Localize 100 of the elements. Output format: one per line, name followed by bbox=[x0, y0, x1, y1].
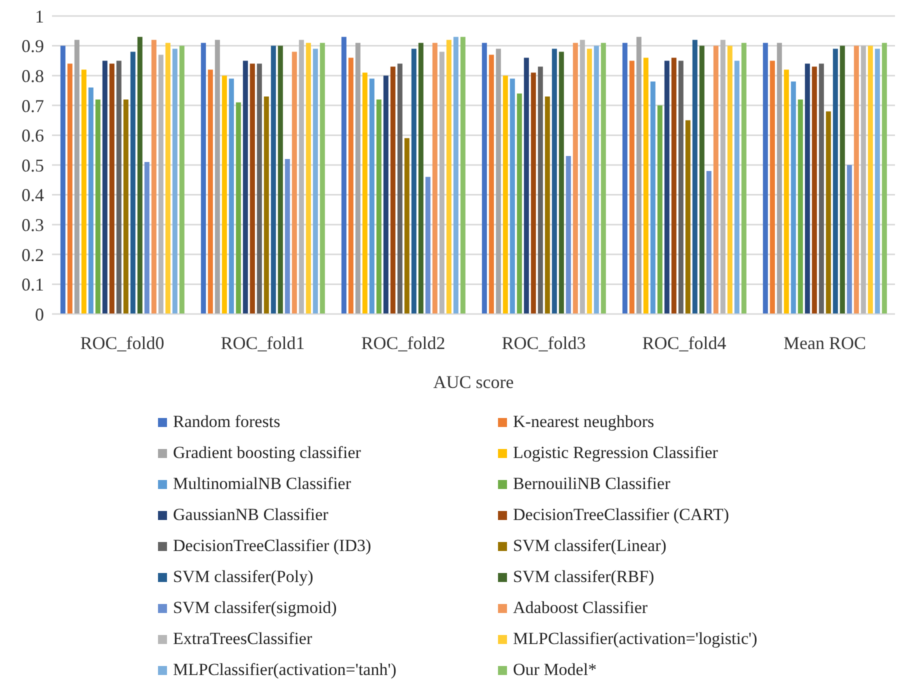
bar bbox=[298, 40, 304, 314]
bar bbox=[348, 58, 354, 314]
y-tick-label: 0 bbox=[35, 304, 44, 324]
bar bbox=[874, 48, 880, 314]
bar bbox=[312, 48, 318, 314]
legend-label: ExtraTreesClassifier bbox=[173, 629, 312, 649]
bar bbox=[158, 54, 164, 314]
x-tick-label: ROC_fold1 bbox=[220, 332, 305, 353]
bar bbox=[144, 162, 150, 314]
x-tick-label: ROC_fold0 bbox=[80, 332, 164, 353]
bar bbox=[572, 42, 578, 314]
legend-label: Our Model* bbox=[513, 660, 597, 680]
y-tick-label: 0.4 bbox=[22, 185, 44, 206]
bar bbox=[826, 111, 831, 314]
bar bbox=[376, 99, 382, 314]
bar bbox=[832, 48, 838, 314]
bar bbox=[242, 60, 248, 314]
bar bbox=[172, 48, 178, 314]
bar bbox=[516, 93, 522, 314]
bar bbox=[362, 72, 368, 314]
bar bbox=[355, 42, 360, 314]
y-tick-label: 0.3 bbox=[22, 214, 44, 235]
bar bbox=[81, 70, 86, 314]
bar bbox=[116, 60, 122, 314]
bar bbox=[208, 70, 213, 314]
y-tick-label: 0.5 bbox=[22, 155, 44, 176]
legend-label: SVM classifer(Linear) bbox=[513, 536, 666, 556]
bar bbox=[278, 46, 283, 314]
bar bbox=[292, 52, 297, 314]
bar bbox=[600, 42, 606, 314]
bar bbox=[538, 66, 543, 314]
bar bbox=[558, 52, 564, 314]
bar bbox=[165, 42, 170, 314]
x-tick-label: Mean ROC bbox=[784, 332, 866, 353]
y-tick-label: 0.8 bbox=[22, 66, 44, 86]
bar bbox=[713, 46, 718, 314]
bar bbox=[390, 66, 396, 314]
bar bbox=[67, 64, 72, 314]
y-tick-label: 0.1 bbox=[22, 274, 44, 295]
bar bbox=[488, 54, 494, 314]
bar bbox=[425, 176, 430, 314]
bar bbox=[482, 42, 487, 314]
bar bbox=[397, 64, 402, 314]
bar bbox=[284, 159, 290, 314]
bar bbox=[74, 40, 80, 314]
bar bbox=[369, 78, 374, 314]
bar bbox=[510, 78, 515, 314]
bar bbox=[432, 42, 438, 314]
legend-label: MLPClassifier(activation='logistic') bbox=[513, 629, 758, 649]
bar bbox=[123, 99, 128, 314]
bar bbox=[692, 40, 698, 314]
bar bbox=[214, 40, 220, 314]
legend-label: SVM classifer(Poly) bbox=[173, 567, 314, 587]
bar bbox=[854, 46, 859, 314]
bar bbox=[685, 120, 690, 314]
bar bbox=[840, 46, 845, 314]
bar bbox=[860, 46, 866, 314]
bar bbox=[594, 46, 599, 314]
x-tick-label: ROC_fold4 bbox=[642, 332, 726, 353]
bar bbox=[222, 76, 227, 314]
legend-label: BernouiliNB Classifier bbox=[513, 474, 670, 494]
bar bbox=[798, 99, 803, 314]
legend-label: Logistic Regression Classifier bbox=[513, 443, 718, 463]
bar bbox=[643, 58, 648, 314]
bar bbox=[179, 46, 184, 314]
bar bbox=[720, 40, 726, 314]
bar bbox=[102, 60, 108, 314]
bar bbox=[320, 42, 325, 314]
bar bbox=[664, 60, 670, 314]
bar bbox=[264, 96, 269, 314]
legend-label: DecisionTreeClassifier (CART) bbox=[513, 505, 730, 525]
bar bbox=[580, 40, 585, 314]
bar bbox=[256, 64, 262, 314]
bar bbox=[706, 170, 712, 314]
y-tick-label: 0.2 bbox=[22, 244, 44, 265]
bar bbox=[846, 165, 852, 314]
bar bbox=[818, 64, 824, 314]
bar bbox=[784, 70, 789, 314]
bar bbox=[250, 64, 255, 314]
y-tick-label: 1 bbox=[35, 6, 44, 26]
bar bbox=[882, 42, 887, 314]
bar bbox=[137, 36, 142, 314]
bar bbox=[552, 48, 557, 314]
bar bbox=[671, 58, 676, 314]
bar bbox=[812, 66, 817, 314]
bar bbox=[868, 46, 873, 314]
x-tick-label: ROC_fold2 bbox=[361, 332, 446, 353]
y-tick-label: 0.7 bbox=[22, 96, 44, 116]
bar bbox=[544, 96, 550, 314]
legend-label: Random forests bbox=[173, 412, 280, 432]
bar bbox=[95, 99, 100, 314]
bar bbox=[566, 156, 571, 314]
y-tick-label: 0.9 bbox=[22, 36, 44, 56]
bar bbox=[439, 52, 444, 314]
x-tick-label: ROC_fold3 bbox=[502, 332, 586, 353]
bar bbox=[236, 102, 241, 314]
bar bbox=[109, 64, 114, 314]
bar bbox=[460, 36, 466, 314]
legend-label: Gradient boosting classifier bbox=[173, 443, 361, 463]
legend-label: DecisionTreeClassifier (ID3) bbox=[173, 536, 372, 556]
